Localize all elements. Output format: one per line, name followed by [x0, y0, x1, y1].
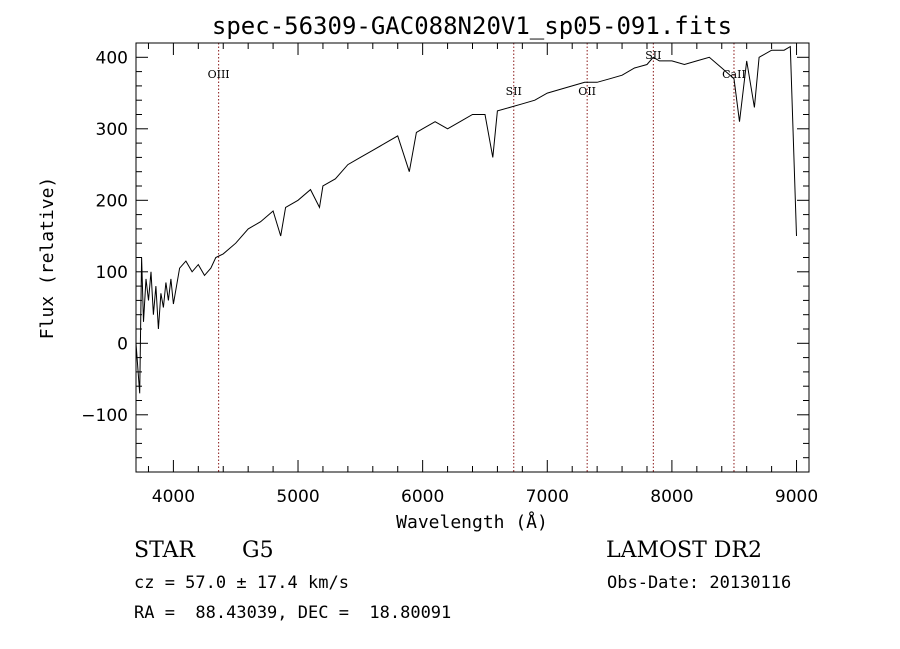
spectral-line-label: SII	[645, 49, 661, 62]
observation-date: Obs-Date: 20130116	[607, 573, 792, 593]
x-tick-label: 4000	[152, 487, 195, 507]
spectral-line-label: OIII	[208, 68, 230, 81]
y-tick-label: −100	[81, 406, 128, 426]
y-tick-label: 200	[96, 191, 128, 211]
plot-frame	[135, 42, 810, 473]
chart-title: spec-56309-GAC088N20V1_sp05-091.fits	[212, 12, 732, 40]
y-tick-label: 400	[96, 48, 128, 68]
x-tick-label: 6000	[401, 487, 444, 507]
object-subclass: G5	[242, 538, 274, 563]
spectral-line-label: OII	[578, 85, 596, 98]
spectral-line-label: CaII	[722, 68, 746, 81]
x-axis-label: Wavelength (Å)	[396, 511, 548, 533]
survey-name: LAMOST DR2	[606, 538, 762, 563]
spectral-line-label: SII	[506, 85, 522, 98]
coordinates: RA = 88.43039, DEC = 18.80091	[134, 603, 452, 623]
y-tick-label: 0	[117, 334, 128, 354]
x-tick-label: 5000	[276, 487, 319, 507]
y-tick-label: 300	[96, 120, 128, 140]
object-class: STAR	[134, 538, 195, 563]
x-tick-label: 8000	[650, 487, 693, 507]
spectrum-series-line	[135, 45, 797, 394]
y-axis-label: Flux (relative)	[37, 177, 58, 340]
axis-ticks: 4000 5000 6000 7000 8000 9000 −100 0 100 200 300 40…	[81, 42, 818, 507]
x-tick-label: 7000	[526, 487, 569, 507]
y-tick-label: 100	[96, 263, 128, 283]
spectral-line-markers: OIII SII OII SII CaII	[208, 43, 746, 472]
x-tick-label: 9000	[775, 487, 818, 507]
redshift-cz: cz = 57.0 ± 17.4 km/s	[134, 573, 349, 593]
